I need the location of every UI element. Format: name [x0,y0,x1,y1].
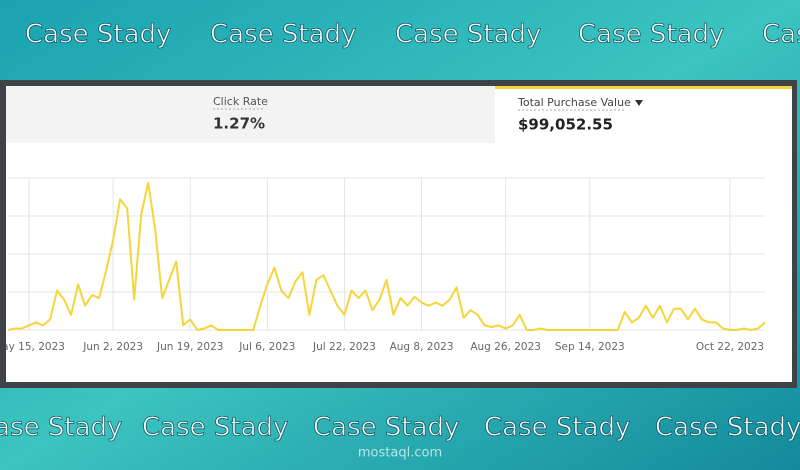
metric-value: 1.27% [213,115,265,133]
banner-text: Case Stady [142,413,288,443]
tab-indicator [495,86,792,89]
banner-text: Case Stady [210,20,356,50]
x-tick-label: Aug 26, 2023 [470,341,541,353]
metric-label: Total Purchase Value [517,96,631,109]
banner-text: Case Stady [0,413,122,443]
banner-text: Case Stady [762,20,800,50]
banner-text: Case Stady [25,20,171,50]
banner-text: Case Stady [395,20,541,50]
metric-value: $99,052.55 [518,116,613,134]
x-tick-label: Aug 8, 2023 [390,341,454,353]
metric-label: Click Rate [213,95,268,108]
watermark: mostaql.com [358,446,442,461]
banner-text: Case Stady [484,413,630,443]
banner-text: Case Stady [578,20,724,50]
x-tick-label: Jul 22, 2023 [312,341,376,353]
banner-text: Case Stady [655,413,800,443]
metric-tab-active[interactable] [495,86,792,143]
metrics-strip [6,86,495,143]
dropdown-arrow[interactable] [635,100,643,106]
banner-text: Case Stady [313,413,459,443]
banners: Case Stady Case Stady Case Stady Case Stady… [0,19,800,443]
chart: May 15, 2023 Jun 2, 2023 Jun 19, 2023 Jul 6… [0,177,766,353]
x-tick-label: Jun 2, 2023 [82,341,143,353]
x-tick-label: Jul 6, 2023 [238,341,295,353]
x-tick-label: Sep 14, 2023 [555,341,625,353]
x-tick-label: May 15, 2023 [0,341,65,353]
x-tick-label: Jun 19, 2023 [156,341,224,353]
x-tick-label: Oct 22, 2023 [696,341,764,353]
series-line [7,181,766,331]
